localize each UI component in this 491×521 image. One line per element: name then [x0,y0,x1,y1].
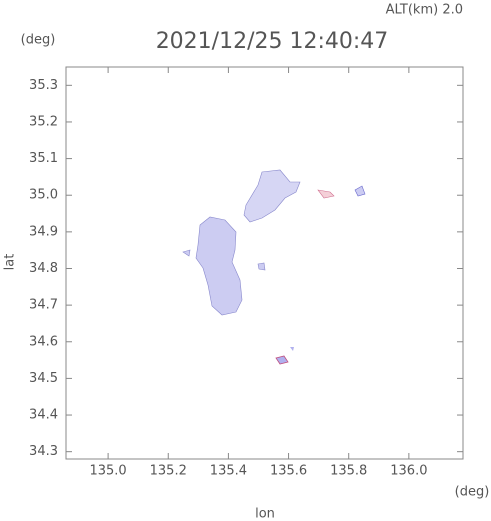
x-tick-label: 135.6 [270,464,307,479]
x-tick-label: 135.8 [330,464,367,479]
echo-areas [182,169,366,365]
x-tick-label: 135.2 [150,464,187,479]
y-tick-label: 34.7 [29,298,58,313]
chart-title: 2021/12/25 12:40:47 [156,29,389,54]
plot-frame [65,66,464,460]
y-tick-label: 35.0 [29,188,58,203]
x-axis-label: lon [255,507,275,521]
x-tick-label: 135.4 [210,464,247,479]
echo-small [257,262,266,271]
echo-east [317,189,335,199]
echo-north [243,169,301,223]
x-unit: (deg) [455,485,490,500]
y-tick-label: 34.5 [29,371,58,386]
x-tick-label: 136.0 [390,464,427,479]
echo-west [182,249,191,257]
y-tick-label: 34.6 [29,334,58,349]
y-axis-label: lat [3,254,18,271]
y-tick-label: 35.3 [29,78,58,93]
y-tick-label: 34.4 [29,408,58,423]
y-tick-label: 34.8 [29,261,58,276]
echo-speck [290,347,294,351]
echo-main [195,216,243,316]
y-unit: (deg) [21,33,56,48]
y-tick-label: 35.1 [29,151,58,166]
y-tick-label: 34.3 [29,444,58,459]
y-tick-label: 35.2 [29,114,58,129]
altitude-label: ALT(km) 2.0 [386,3,463,18]
x-tick-label: 135.0 [89,464,126,479]
echo-south [275,355,289,365]
echo-far-east [354,185,366,197]
y-tick-label: 34.9 [29,224,58,239]
